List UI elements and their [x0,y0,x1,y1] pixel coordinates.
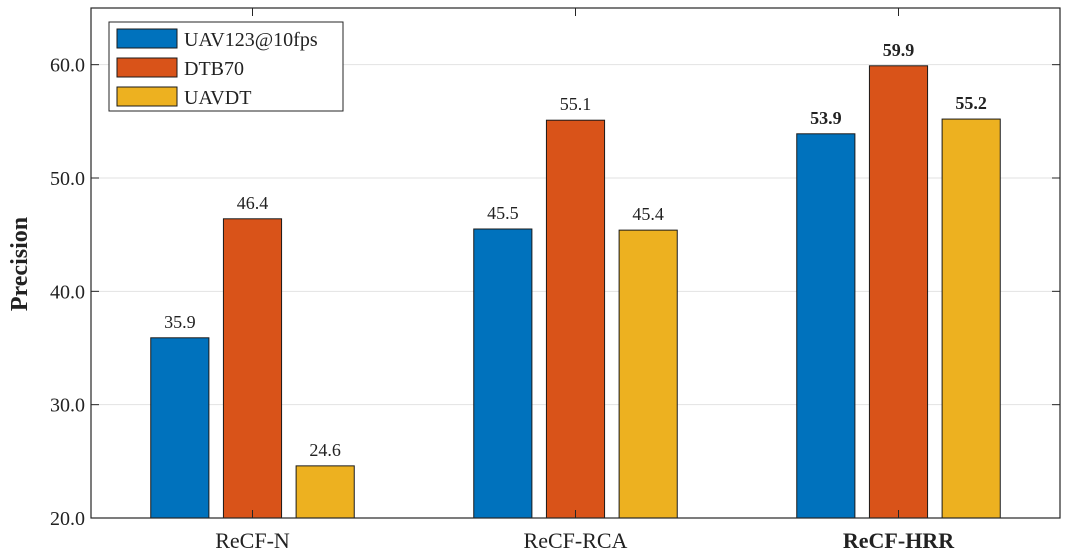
legend-swatch-uav123-10fps [116,28,178,49]
x-tick-label-recf-n: ReCF-N [215,528,290,553]
bars [150,65,1001,519]
x-tick-label-recf-rca: ReCF-RCA [524,528,628,553]
legend-label-uavdt: UAVDT [184,87,251,109]
data-label-recf-n-uav123-10fps: 35.9 [164,312,196,332]
y-tick-label-40-0: 40.0 [50,281,85,303]
legend: UAV123@10fps DTB70 UAVDT [108,21,344,112]
bar-recf-n-uavdt [295,465,355,519]
bar-recf-rca-uavdt [618,229,678,519]
data-label-recf-hrr-uavdt: 55.2 [955,93,987,113]
y-tick-label-50-0: 50.0 [50,168,85,190]
y-axis-label: Precision [7,217,33,311]
bar-recf-rca-uav123-10fps [473,228,533,519]
legend-swatch-dtb70 [116,57,178,78]
legend-label-dtb70: DTB70 [184,58,244,80]
data-label-recf-hrr-dtb70: 59.9 [883,40,915,60]
bar-recf-hrr-dtb70 [868,65,929,519]
bar-recf-rca-dtb70 [545,119,606,519]
data-label-recf-rca-uavdt: 45.4 [632,204,664,224]
bar-recf-n-uav123-10fps [150,337,210,519]
data-label-recf-rca-uav123-10fps: 45.5 [487,203,519,223]
bar-recf-n-dtb70 [222,218,283,519]
x-tick-label-recf-hrr: ReCF-HRR [843,528,955,553]
y-tick-label-30-0: 30.0 [50,395,85,417]
y-tick-label-20-0: 20.0 [50,508,85,530]
data-label-recf-rca-dtb70: 55.1 [560,94,592,114]
legend-swatch-uavdt [116,86,178,107]
bar-recf-hrr-uavdt [941,118,1001,519]
data-label-recf-n-dtb70: 46.4 [237,193,269,213]
data-label-recf-n-uavdt: 24.6 [309,440,341,460]
axis-ticks: 20.0 30.0 40.0 50.0 60.0 ReCF-N ReCF-RCA ReCF-H… [50,8,1060,553]
y-tick-label-60-0: 60.0 [50,55,85,77]
data-labels: 35.9 46.4 24.6 45.5 55.1 45.4 53.9 59.9 55.2 [164,40,987,460]
legend-label-uav123-10fps: UAV123@10fps [184,29,318,51]
bar-recf-hrr-uav123-10fps [796,133,856,519]
data-label-recf-hrr-uav123-10fps: 53.9 [810,108,842,128]
